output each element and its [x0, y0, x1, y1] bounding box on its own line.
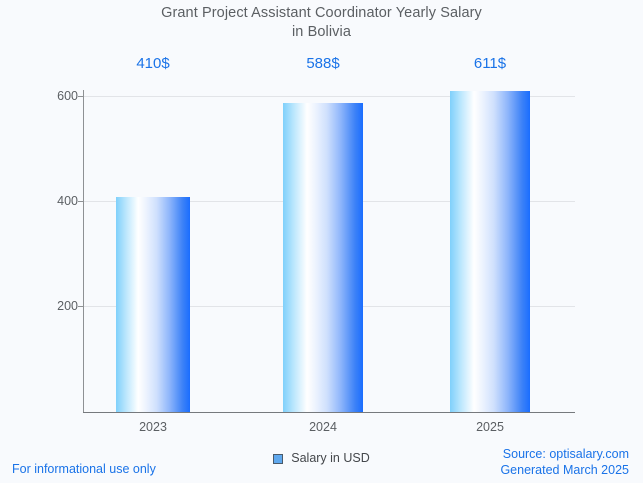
legend-label-salary-in-usd: Salary in USD — [291, 451, 370, 465]
legend-swatch-salary-in-usd[interactable] — [273, 453, 284, 464]
bar-2023[interactable] — [116, 197, 190, 412]
chart-title-line-1: Grant Project Assistant Coordinator Year… — [161, 5, 482, 21]
disclaimer-text: For informational use only — [12, 462, 156, 476]
plot-area — [83, 90, 575, 412]
y-tick-mark-600 — [78, 96, 83, 97]
chart-title-line-2: in Bolivia — [291, 24, 352, 40]
y-tick-mark-200 — [78, 306, 83, 307]
x-tick-label-2023: 2023 — [139, 420, 167, 434]
bar-value-label-2023: 410$ — [136, 55, 170, 72]
chart-legend: Salary in USD — [0, 452, 643, 465]
y-tick-label-600: 600 — [57, 89, 78, 103]
x-axis-line — [83, 412, 575, 414]
bar-2025[interactable] — [450, 91, 530, 412]
generated-date: Generated March 2025 — [500, 463, 629, 477]
source-block: Source: optisalary.com Generated March 2… — [500, 446, 629, 478]
chart-title: Grant Project Assistant Coordinator Year… — [0, 4, 643, 42]
bar-2024[interactable] — [283, 103, 363, 412]
y-axis-line — [83, 90, 84, 413]
bar-value-label-2024: 588$ — [306, 55, 340, 72]
gridline-600 — [83, 96, 575, 97]
bar-value-label-2025: 611$ — [473, 55, 507, 72]
x-tick-label-2025: 2025 — [476, 420, 504, 434]
y-tick-label-200: 200 — [57, 299, 78, 313]
y-tick-label-400: 400 — [57, 194, 78, 208]
x-tick-label-2024: 2024 — [309, 420, 337, 434]
y-tick-mark-400 — [78, 201, 83, 202]
source-link[interactable]: Source: optisalary.com — [502, 447, 629, 461]
